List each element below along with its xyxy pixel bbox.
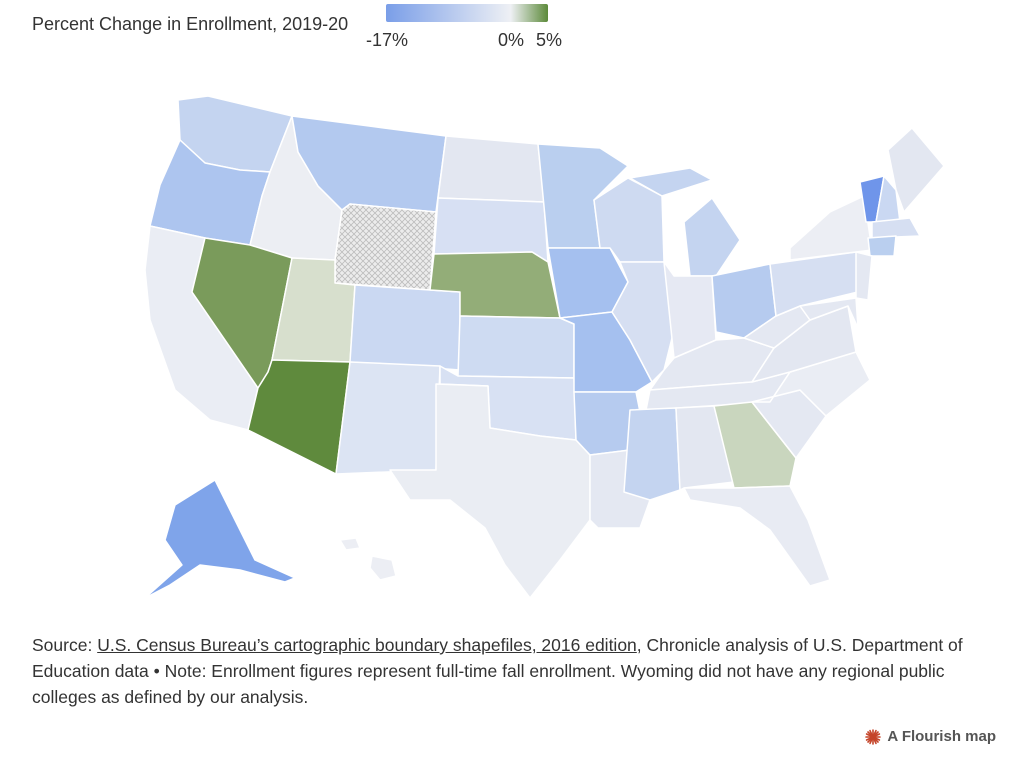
state-ga[interactable]	[713, 401, 797, 489]
state-ny[interactable]	[789, 195, 873, 261]
source-link[interactable]: U.S. Census Bureau’s cartographic bounda…	[97, 635, 637, 655]
state-mi[interactable]	[629, 167, 741, 277]
state-ak[interactable]	[144, 479, 296, 599]
legend-zero-label: 0%	[498, 30, 525, 50]
source-prefix: Source:	[32, 635, 98, 655]
flourish-credit[interactable]: A Flourish map	[865, 728, 996, 745]
state-md[interactable]	[799, 297, 859, 329]
state-nm[interactable]	[335, 361, 441, 475]
legend-title: Percent Change in Enrollment, 2019-20	[32, 14, 349, 34]
legend-min-label: -17%	[366, 30, 409, 50]
state-fl[interactable]	[683, 485, 831, 587]
state-nj[interactable]	[855, 251, 873, 301]
legend-max-label: 5%	[536, 30, 563, 50]
state-ma[interactable]	[871, 217, 921, 239]
source-note: Source: U.S. Census Bureau’s cartographi…	[32, 632, 992, 710]
state-hi[interactable]	[339, 537, 397, 581]
legend-color-bar	[386, 4, 548, 22]
state-ct[interactable]	[867, 235, 897, 257]
state-ms[interactable]	[623, 407, 681, 501]
state-me[interactable]	[887, 127, 945, 213]
state-nd[interactable]	[437, 135, 545, 203]
state-tx[interactable]	[389, 383, 591, 599]
source-rest: , Chronicle analysis of U.S. Department …	[32, 635, 963, 707]
flourish-label: A Flourish map	[887, 728, 996, 745]
state-co[interactable]	[349, 284, 461, 371]
flourish-logo-icon	[865, 728, 882, 745]
state-ks[interactable]	[457, 315, 575, 379]
us-enrollment-map[interactable]	[0, 60, 1024, 620]
state-wy[interactable]	[334, 203, 437, 291]
